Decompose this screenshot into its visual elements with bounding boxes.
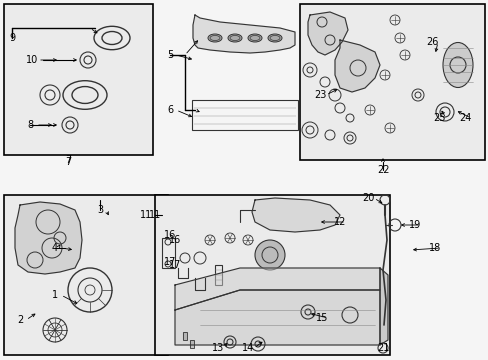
Polygon shape — [334, 40, 379, 92]
Polygon shape — [193, 15, 294, 53]
Circle shape — [254, 240, 285, 270]
Text: 11: 11 — [148, 210, 161, 220]
Text: 9: 9 — [9, 33, 15, 43]
Text: 24: 24 — [458, 113, 470, 123]
Polygon shape — [307, 12, 347, 55]
Text: 1: 1 — [52, 290, 58, 300]
Text: 14: 14 — [242, 343, 254, 353]
Text: 10: 10 — [26, 55, 38, 65]
Text: 18: 18 — [428, 243, 440, 253]
Bar — [190, 340, 194, 348]
Text: 2: 2 — [17, 315, 23, 325]
Text: 7: 7 — [65, 157, 71, 167]
Polygon shape — [379, 268, 387, 345]
Text: 6: 6 — [166, 105, 173, 115]
Text: 25: 25 — [433, 113, 446, 123]
Text: 20: 20 — [361, 193, 373, 203]
Polygon shape — [251, 198, 339, 232]
Text: 26: 26 — [425, 37, 437, 47]
Text: 7: 7 — [65, 155, 71, 165]
Text: 21: 21 — [376, 343, 388, 353]
Text: 17: 17 — [168, 260, 181, 270]
Polygon shape — [175, 290, 379, 345]
Ellipse shape — [247, 34, 262, 42]
Text: 22: 22 — [376, 165, 388, 175]
Polygon shape — [175, 268, 379, 310]
Bar — [4, 195, 168, 355]
Text: 23: 23 — [313, 90, 325, 100]
Bar — [192, 100, 297, 130]
Bar — [155, 195, 389, 355]
Text: 17: 17 — [163, 257, 176, 267]
Bar — [215, 265, 222, 285]
Text: 12: 12 — [333, 217, 346, 227]
Bar — [183, 332, 186, 340]
Text: 11: 11 — [140, 210, 152, 220]
Text: 4: 4 — [52, 243, 58, 253]
Text: 16: 16 — [168, 235, 181, 245]
Ellipse shape — [442, 42, 472, 87]
Ellipse shape — [267, 34, 282, 42]
Ellipse shape — [207, 34, 222, 42]
Text: 13: 13 — [211, 343, 224, 353]
Text: 19: 19 — [408, 220, 420, 230]
Text: 15: 15 — [315, 313, 327, 323]
Bar — [299, 4, 484, 160]
Bar — [4, 4, 153, 155]
Polygon shape — [15, 202, 82, 274]
Ellipse shape — [227, 34, 242, 42]
Bar — [162, 238, 175, 268]
Text: 8: 8 — [27, 120, 33, 130]
Text: 3: 3 — [97, 205, 103, 215]
Text: 16: 16 — [163, 230, 176, 240]
Text: 5: 5 — [166, 50, 173, 60]
